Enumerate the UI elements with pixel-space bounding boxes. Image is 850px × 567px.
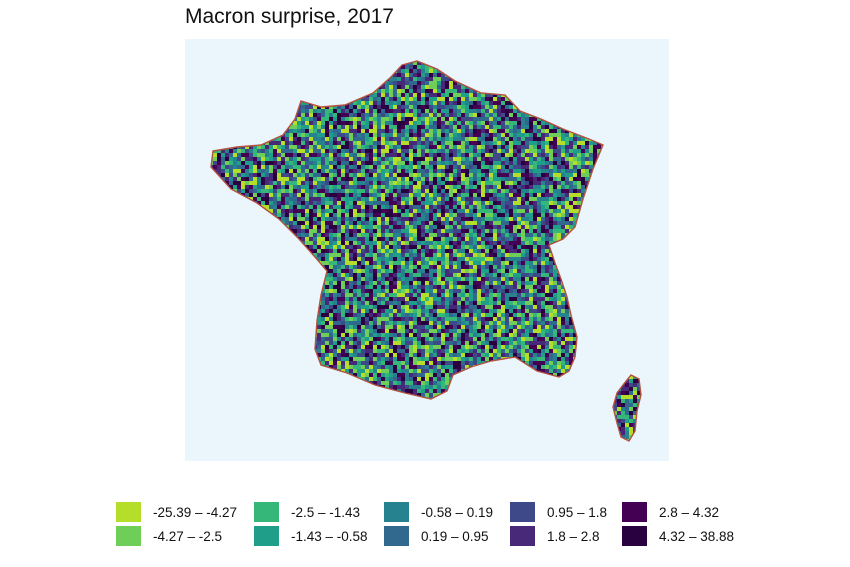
- legend-item: -2.5 – -1.43: [254, 502, 360, 522]
- legend-item: -1.43 – -0.58: [254, 526, 368, 546]
- legend-swatch: [622, 502, 647, 522]
- legend-item: -25.39 – -4.27: [116, 502, 237, 522]
- legend-label: -4.27 – -2.5: [153, 528, 223, 544]
- legend-swatch: [384, 526, 409, 546]
- legend-label: 0.95 – 1.8: [547, 504, 608, 520]
- map-title: Macron surprise, 2017: [185, 5, 394, 28]
- france-choropleth-map: [210, 60, 642, 442]
- legend-item: -0.58 – 0.19: [384, 502, 493, 522]
- legend-label: -2.5 – -1.43: [291, 504, 361, 520]
- map-panel: [185, 39, 669, 461]
- legend-swatch: [510, 526, 535, 546]
- legend-label: 4.32 – 38.88: [659, 528, 735, 544]
- legend-swatch: [254, 502, 279, 522]
- legend-swatch: [622, 526, 647, 546]
- legend-swatch: [254, 526, 279, 546]
- legend-label: 2.8 – 4.32: [659, 504, 720, 520]
- legend-item: 0.95 – 1.8: [510, 502, 607, 522]
- legend-item: 0.19 – 0.95: [384, 526, 489, 546]
- legend-item: 4.32 – 38.88: [622, 526, 734, 546]
- legend-label: -1.43 – -0.58: [291, 528, 368, 544]
- mainland-communes: [211, 61, 603, 399]
- legend-swatch: [116, 526, 141, 546]
- legend-label: -0.58 – 0.19: [421, 504, 494, 520]
- legend-label: -25.39 – -4.27: [153, 504, 238, 520]
- legend-swatch: [116, 502, 141, 522]
- legend-swatch: [510, 502, 535, 522]
- legend-item: 1.8 – 2.8: [510, 526, 600, 546]
- legend-swatch: [384, 502, 409, 522]
- legend-item: 2.8 – 4.32: [622, 502, 719, 522]
- legend-label: 1.8 – 2.8: [547, 528, 600, 544]
- legend-label: 0.19 – 0.95: [421, 528, 489, 544]
- legend: -25.39 – -4.27 -4.27 – -2.5 -2.5 – -1.43 -1…: [116, 502, 756, 552]
- legend-item: -4.27 – -2.5: [116, 526, 222, 546]
